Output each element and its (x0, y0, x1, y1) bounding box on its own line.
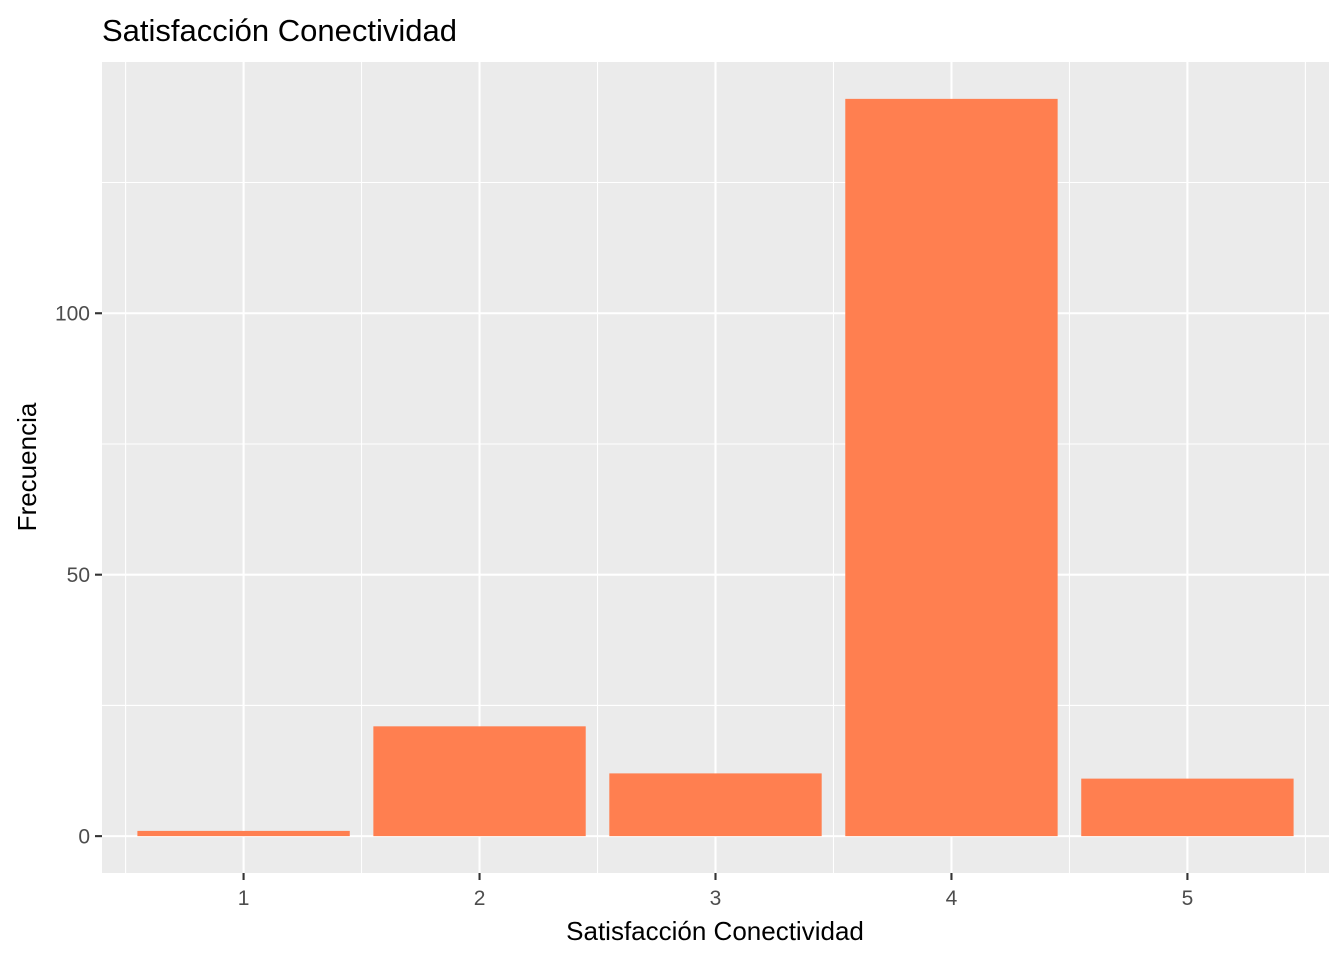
bar-1 (137, 830, 350, 837)
y-tick-label: 100 (55, 303, 90, 326)
x-tick-label: 3 (710, 887, 722, 910)
x-tick-label: 1 (238, 887, 250, 910)
x-tick-label: 4 (946, 887, 958, 910)
bar-2 (373, 726, 586, 837)
bar-4 (845, 98, 1058, 837)
y-tick-label: 50 (67, 564, 90, 587)
x-tick-label: 2 (474, 887, 486, 910)
bar-3 (609, 773, 822, 837)
y-tick-label: 0 (78, 826, 90, 849)
x-axis-title: Satisfacción Conectividad (566, 916, 864, 946)
y-axis: 0 50 100 (55, 303, 102, 849)
y-axis-title: Frecuencia (12, 402, 42, 531)
x-tick-label: 5 (1182, 887, 1194, 910)
chart-title: Satisfacción Conectividad (102, 13, 457, 48)
bars (137, 98, 1294, 837)
x-axis: 1 2 3 4 5 (238, 873, 1194, 910)
bar-5 (1081, 778, 1294, 837)
